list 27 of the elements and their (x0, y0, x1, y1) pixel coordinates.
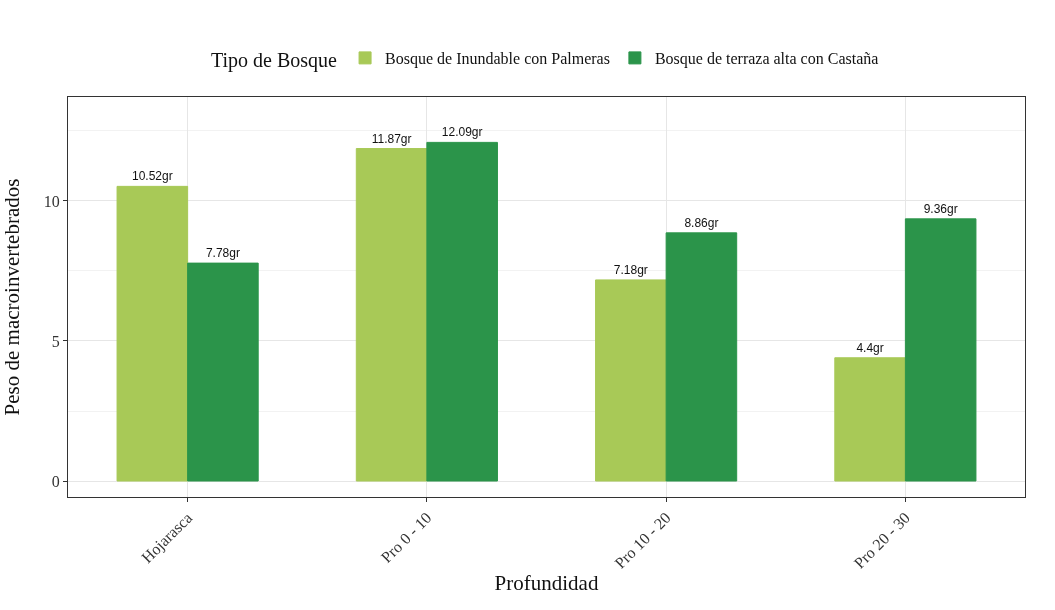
bar (834, 357, 906, 482)
bar (355, 148, 428, 482)
y-tick-label: 10 (43, 192, 60, 210)
x-tick-label: Pro 0 - 10 (377, 508, 435, 566)
x-tick-label: Pro 20 - 30 (850, 508, 914, 572)
legend-label: Bosque de terraza alta con Castaña (654, 50, 879, 69)
data-label: 4.4gr (856, 340, 884, 355)
data-label: 8.86gr (684, 215, 719, 230)
legend-title: Tipo de Bosque (211, 49, 338, 72)
bar (187, 262, 259, 482)
bar (665, 232, 738, 482)
y-tick-label: 5 (51, 332, 60, 350)
x-axis-title: Profundidad (494, 570, 599, 595)
data-label: 12.09gr (441, 125, 483, 140)
bar (595, 279, 667, 482)
bar (904, 218, 977, 482)
bar (116, 185, 189, 482)
bar (426, 141, 498, 482)
data-label: 9.36gr (923, 201, 958, 216)
data-label: 10.52gr (131, 169, 173, 184)
x-tick-label: Pro 10 - 20 (611, 508, 674, 572)
y-tick-label: 0 (51, 472, 60, 490)
data-label: 7.18gr (613, 262, 648, 277)
data-label: 11.87gr (371, 131, 412, 146)
y-axis-title: Peso de macroinvertebrados (0, 178, 24, 416)
legend-label: Bosque de Inundable con Palmeras (385, 50, 610, 69)
data-label: 7.78gr (205, 246, 240, 261)
